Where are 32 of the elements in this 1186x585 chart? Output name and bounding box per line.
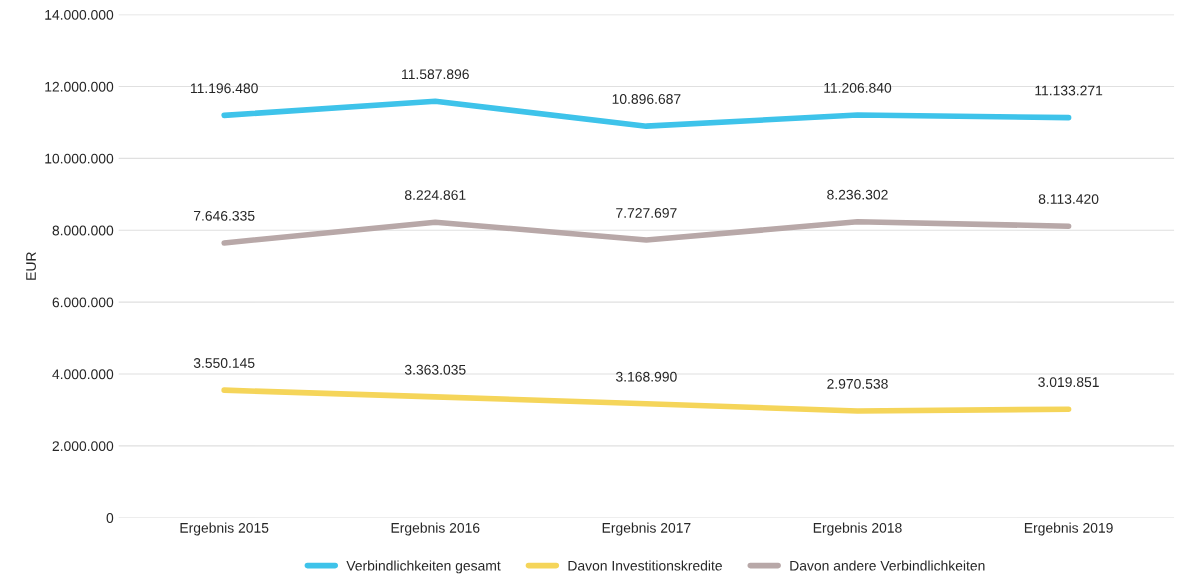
x-tick-label: Ergebnis 2017 — [602, 522, 691, 536]
y-tick-label: 12.000.000 — [45, 81, 114, 92]
data-label: 7.727.697 — [616, 208, 677, 218]
y-axis-title: EUR — [26, 252, 36, 280]
data-label: 7.646.335 — [193, 210, 255, 221]
x-tick-label: Ergebnis 2019 — [1024, 522, 1113, 536]
y-tick-label: 14.000.000 — [45, 9, 114, 20]
legend-label: Davon andere Verbindlichkeiten — [790, 560, 985, 571]
data-label: 11.196.480 — [190, 83, 258, 94]
y-tick-label: 4.000.000 — [52, 369, 114, 380]
data-label: 3.019.851 — [1038, 377, 1099, 388]
y-tick-label: 2.000.000 — [52, 441, 114, 452]
data-label: 2.970.538 — [827, 378, 888, 389]
x-tick-label: Ergebnis 2018 — [813, 522, 902, 536]
y-tick-label: 10.000.000 — [45, 153, 114, 164]
data-label: 11.587.896 — [402, 69, 469, 80]
data-label: 3.168.990 — [616, 371, 677, 382]
data-label: 8.236.302 — [827, 189, 888, 200]
x-tick-label: Ergebnis 2016 — [391, 522, 480, 536]
data-label: 3.363.035 — [404, 364, 466, 375]
data-label: 8.113.420 — [1038, 194, 1099, 204]
y-tick-label: 6.000.000 — [52, 297, 114, 308]
data-label: 11.133.271 — [1035, 85, 1103, 96]
y-tick-label: 8.000.000 — [52, 225, 114, 236]
legend-label: Davon Investitionskredite — [568, 560, 722, 571]
y-tick-label: 0 — [106, 513, 114, 523]
data-label: 10.896.687 — [612, 94, 681, 104]
legend-label: Verbindlichkeiten gesamt — [346, 560, 501, 574]
data-label: 8.224.861 — [404, 190, 466, 200]
data-label: 3.550.145 — [193, 358, 255, 368]
data-label: 11.206.840 — [824, 82, 892, 93]
x-tick-label: Ergebnis 2015 — [180, 522, 269, 536]
